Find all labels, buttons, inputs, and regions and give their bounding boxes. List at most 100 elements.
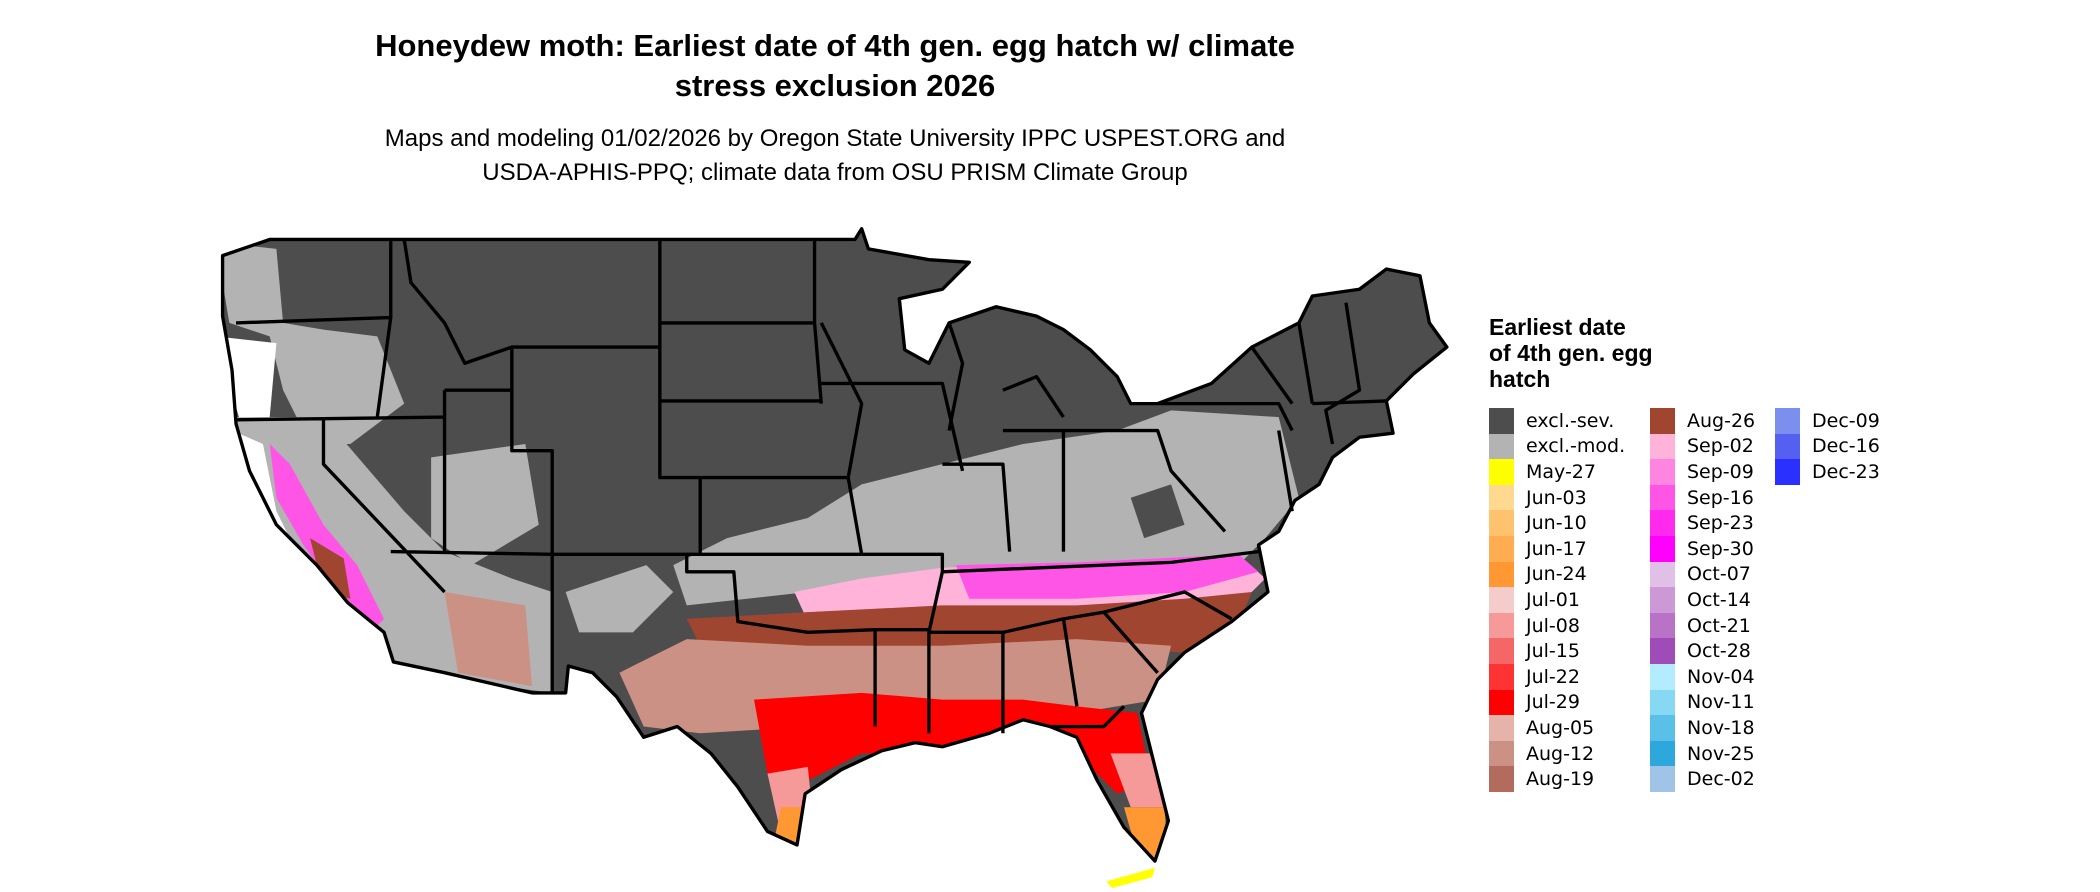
legend-item: Dec-16 — [1775, 433, 1880, 460]
legend-item: Jul-01 — [1489, 587, 1625, 613]
magenta-band — [955, 554, 1259, 599]
legend-swatch — [1489, 663, 1514, 690]
legend-label: Nov-25 — [1687, 742, 1755, 765]
legend-swatch — [1650, 612, 1675, 639]
subtitle-line: USDA-APHIS-PPQ; climate data from OSU PR… — [482, 159, 1188, 186]
legend-label: Jun-10 — [1526, 512, 1587, 535]
legend-label: Oct-14 — [1687, 588, 1751, 611]
legend-label: Jul-01 — [1526, 588, 1580, 611]
legend-label: Jul-08 — [1526, 614, 1580, 637]
legend-swatch — [1489, 408, 1514, 434]
legend-swatch — [1650, 510, 1675, 536]
legend-label: Jul-15 — [1526, 640, 1580, 663]
legend-item: Jul-15 — [1489, 638, 1625, 664]
florida-tip-orange — [1123, 807, 1169, 862]
legend-swatch — [1650, 484, 1675, 511]
legend-title-line: Earliest date — [1489, 314, 1626, 340]
legend-swatch — [1775, 459, 1800, 485]
legend-swatch — [1489, 484, 1514, 511]
legend-item: excl.-mod. — [1489, 433, 1626, 460]
legend-item: Jul-22 — [1489, 663, 1625, 690]
legend-swatch — [1650, 587, 1675, 613]
legend-label: Sep-23 — [1687, 512, 1754, 535]
coast-white-area — [222, 336, 277, 431]
legend-swatch — [1489, 715, 1514, 741]
legend-item: Nov-11 — [1650, 689, 1755, 716]
appalachian-excl-severe — [1130, 484, 1185, 539]
legend-swatch — [1650, 740, 1675, 767]
florida-central-area — [1110, 753, 1165, 808]
legend-item: Dec-02 — [1650, 766, 1755, 792]
legend-item: Aug-12 — [1489, 740, 1625, 767]
excl-moderate-area — [565, 565, 674, 633]
legend-item: Sep-02 — [1650, 433, 1755, 460]
legend-label: Jun-24 — [1526, 563, 1587, 586]
legend-swatch — [1489, 612, 1514, 639]
legend-item: Jun-17 — [1489, 535, 1625, 562]
legend-swatch — [1489, 433, 1514, 460]
legend-item: Sep-23 — [1650, 510, 1755, 536]
legend-label: Sep-09 — [1687, 460, 1754, 483]
excl-moderate-area — [673, 410, 1299, 606]
legend-label: Dec-23 — [1812, 460, 1880, 483]
legend-label: Sep-30 — [1687, 537, 1754, 560]
legend-swatch — [1489, 740, 1514, 767]
legend-label: Sep-02 — [1687, 435, 1754, 458]
title-line: stress exclusion 2026 — [674, 68, 996, 103]
legend-label: Aug-05 — [1526, 716, 1595, 739]
legend-label: May-27 — [1526, 460, 1596, 483]
title-line: Honeydew moth: Earliest date of 4th gen.… — [375, 28, 1295, 63]
legend-item: Jul-08 — [1489, 612, 1625, 639]
legend-label: Dec-02 — [1687, 768, 1755, 791]
legend-swatch — [1489, 689, 1514, 716]
map-subtitle: Maps and modeling 01/02/2026 by Oregon S… — [250, 122, 1420, 190]
legend-item: Nov-04 — [1650, 663, 1755, 690]
legend-swatch — [1650, 638, 1675, 664]
legend-label: excl.-mod. — [1526, 435, 1626, 458]
legend-item: Dec-23 — [1775, 459, 1880, 485]
legend-item: Jun-03 — [1489, 484, 1625, 511]
legend-title-line: hatch — [1489, 366, 1551, 392]
legend-label: Jun-17 — [1526, 537, 1587, 560]
legend-title: Earliest date of 4th gen. egg hatch — [1489, 314, 1653, 392]
legend-item: Jun-24 — [1489, 561, 1625, 588]
legend-item: Dec-09 — [1775, 408, 1880, 434]
legend-swatch — [1650, 433, 1675, 460]
legend-item: Oct-14 — [1650, 587, 1755, 613]
legend-swatch — [1650, 715, 1675, 741]
legend-swatch — [1650, 689, 1675, 716]
legend-item: Oct-07 — [1650, 561, 1755, 588]
legend-item: Nov-18 — [1650, 715, 1755, 741]
legend-label: Oct-07 — [1687, 563, 1751, 586]
legend-label: Jun-03 — [1526, 486, 1587, 509]
legend-item: Oct-28 — [1650, 638, 1755, 664]
legend-label: Oct-21 — [1687, 614, 1751, 637]
california-magenta-band — [269, 443, 385, 633]
legend-item: May-27 — [1489, 459, 1625, 485]
legend-label: Jul-22 — [1526, 665, 1580, 688]
legend-label: Dec-09 — [1812, 409, 1880, 432]
legend-label: Jul-29 — [1526, 691, 1580, 714]
legend-item: Jul-29 — [1489, 689, 1625, 716]
legend-swatch — [1489, 535, 1514, 562]
state-borders — [220, 227, 1449, 863]
legend-swatch — [1489, 459, 1514, 485]
legend-label: Aug-26 — [1687, 409, 1756, 432]
legend-swatch — [1650, 663, 1675, 690]
legend-item: Sep-16 — [1650, 484, 1755, 511]
arizona-desert-area — [444, 591, 533, 687]
legend-label: Oct-28 — [1687, 640, 1751, 663]
legend-label: Sep-16 — [1687, 486, 1754, 509]
legend-label: Nov-04 — [1687, 665, 1755, 688]
legend-column: Aug-26 Sep-02 Sep-09 Sep-16 Sep-23 Sep-30 Oct-… — [1650, 408, 1755, 792]
florida-keys — [1106, 867, 1155, 888]
legend-swatch — [1775, 408, 1800, 434]
legend-item: Sep-30 — [1650, 535, 1755, 562]
legend-title-line: of 4th gen. egg — [1489, 340, 1653, 366]
legend-swatch — [1650, 561, 1675, 588]
legend-swatch — [1489, 587, 1514, 613]
legend-swatch — [1489, 766, 1514, 792]
excl-moderate-area — [222, 242, 405, 444]
legend-swatch — [1489, 638, 1514, 664]
